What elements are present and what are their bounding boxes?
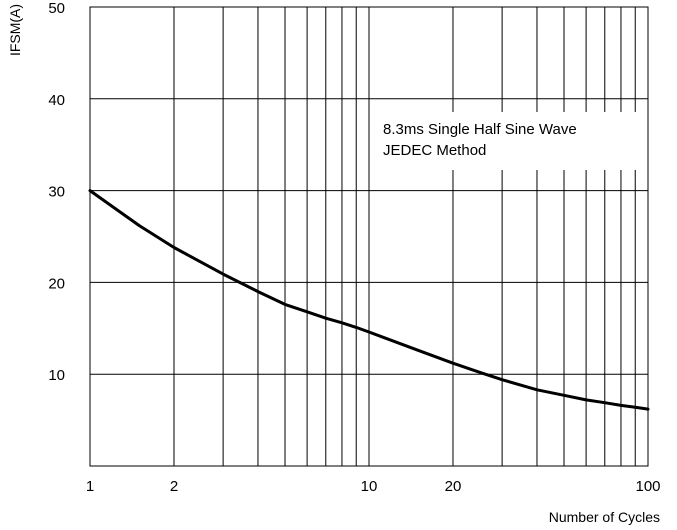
plot-frame [89,6,649,467]
series-line-0 [88,189,650,411]
x-tick-label: 100 [635,478,660,495]
x-tick-label: 20 [445,478,462,495]
annotation: 8.3ms Single Half Sine Wave JEDEC Method [383,121,577,159]
annotation-line-1: 8.3ms Single Half Sine Wave [383,121,577,138]
y-tick-label: 20 [48,275,65,292]
x-tick-labels: 1 2 10 20 100 [86,478,661,495]
x-axis-label: Number of Cycles [549,509,660,525]
y-axis-label: IFSM(A) [7,4,23,56]
annotation-box [378,112,640,170]
grid-lines [90,7,648,466]
series-layer [88,189,650,411]
y-tick-label: 40 [48,92,65,109]
y-tick-label: 50 [48,0,65,17]
x-tick-label: 1 [86,478,94,495]
annotation-line-2: JEDEC Method [383,142,486,159]
x-tick-label: 10 [361,478,378,495]
annotation-background [378,112,640,170]
x-tick-label: 2 [170,478,178,495]
y-tick-label: 30 [48,184,65,201]
y-tick-label: 10 [48,367,65,384]
y-tick-labels: 10 20 30 40 50 [48,0,65,384]
